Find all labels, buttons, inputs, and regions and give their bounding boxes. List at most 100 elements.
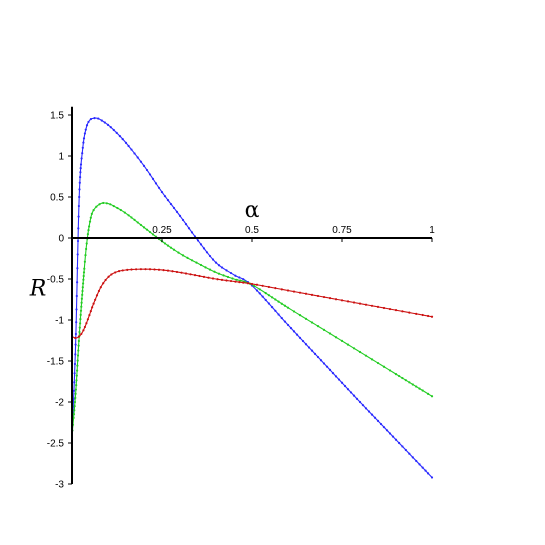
data-point xyxy=(424,469,427,472)
data-point xyxy=(112,128,115,132)
data-point xyxy=(81,289,84,293)
data-point xyxy=(250,282,254,286)
data-point xyxy=(77,204,80,208)
data-point xyxy=(171,270,174,273)
data-point xyxy=(76,281,79,284)
data-point xyxy=(415,312,418,315)
data-point xyxy=(316,325,320,328)
data-point xyxy=(126,268,129,271)
data-point xyxy=(87,120,90,124)
data-point xyxy=(166,199,170,202)
x-tick-label: 0.75 xyxy=(332,225,352,236)
data-point xyxy=(72,397,75,401)
data-point xyxy=(81,293,84,296)
data-point xyxy=(295,333,299,336)
data-point xyxy=(304,343,308,346)
data-point xyxy=(421,389,424,392)
data-point xyxy=(198,274,201,278)
data-point xyxy=(82,274,85,278)
data-point xyxy=(334,375,338,378)
data-point xyxy=(193,274,197,277)
data-point xyxy=(79,163,83,166)
data-point xyxy=(74,388,77,391)
data-point xyxy=(261,284,264,287)
data-point xyxy=(358,302,362,305)
data-point xyxy=(72,389,76,392)
data-point xyxy=(178,214,182,217)
data-point xyxy=(102,282,105,285)
data-point xyxy=(340,381,344,384)
data-point xyxy=(83,267,86,270)
data-point xyxy=(364,303,368,306)
data-point xyxy=(277,313,280,316)
data-point xyxy=(334,298,338,301)
y-axis-label: R xyxy=(29,276,47,301)
data-point xyxy=(90,212,93,215)
data-point xyxy=(382,365,386,368)
data-point xyxy=(292,330,296,333)
data-point xyxy=(267,302,270,305)
data-point xyxy=(430,315,434,318)
data-point xyxy=(145,228,149,231)
data-point xyxy=(75,383,78,387)
data-point xyxy=(181,254,185,257)
data-point xyxy=(364,407,368,410)
data-point xyxy=(130,148,133,151)
data-point xyxy=(376,419,380,423)
data-point xyxy=(346,300,350,303)
data-point xyxy=(340,299,344,302)
data-point xyxy=(157,268,161,271)
data-point xyxy=(180,271,183,274)
series-line xyxy=(71,268,433,339)
data-point xyxy=(127,214,130,217)
data-point xyxy=(411,383,414,386)
data-point xyxy=(117,270,121,273)
data-point xyxy=(388,369,392,372)
y-tick-label: 0 xyxy=(58,234,64,245)
data-point xyxy=(205,251,209,254)
data-point xyxy=(421,466,424,469)
data-point xyxy=(418,387,421,390)
data-point xyxy=(172,206,176,210)
data-point xyxy=(75,294,78,298)
data-point xyxy=(234,274,237,277)
data-point xyxy=(304,292,308,295)
data-point xyxy=(75,374,78,377)
data-point xyxy=(92,302,95,305)
data-point xyxy=(255,289,259,292)
x-axis-label: α xyxy=(245,198,260,223)
y-tick-label: -0.5 xyxy=(47,275,65,286)
data-point xyxy=(234,280,237,283)
data-point xyxy=(328,332,332,335)
data-point xyxy=(88,220,92,223)
data-point xyxy=(81,286,84,289)
data-point xyxy=(370,413,374,416)
data-point xyxy=(352,394,356,397)
data-point xyxy=(73,409,76,412)
data-point xyxy=(83,260,86,263)
data-point xyxy=(217,272,221,275)
data-point xyxy=(255,283,259,286)
data-point xyxy=(163,195,167,198)
data-point xyxy=(73,362,77,366)
data-point xyxy=(301,339,305,343)
data-point xyxy=(73,405,76,408)
data-point xyxy=(78,181,81,184)
data-point xyxy=(239,279,242,282)
data-point xyxy=(148,268,152,271)
data-point xyxy=(274,287,277,290)
data-point xyxy=(184,222,188,226)
data-point xyxy=(184,272,188,275)
data-point xyxy=(283,320,287,323)
data-point xyxy=(401,376,404,380)
data-point xyxy=(382,426,386,429)
data-point xyxy=(102,201,105,205)
data-point xyxy=(379,422,383,426)
data-point xyxy=(211,258,215,261)
y-tick-label: -1.5 xyxy=(47,357,65,368)
series-1 xyxy=(71,117,434,479)
data-point xyxy=(139,160,143,163)
data-point xyxy=(388,307,392,311)
data-point xyxy=(73,400,77,404)
data-point xyxy=(238,276,241,279)
